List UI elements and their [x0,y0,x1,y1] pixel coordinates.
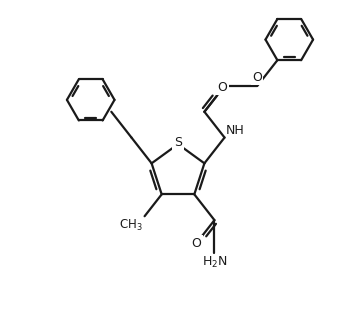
Text: S: S [174,136,182,149]
Text: NH: NH [226,124,244,137]
Text: O: O [192,237,201,250]
Text: O: O [252,71,262,84]
Text: CH$_3$: CH$_3$ [119,218,143,233]
Text: O: O [218,81,227,94]
Text: H$_2$N: H$_2$N [201,255,227,270]
